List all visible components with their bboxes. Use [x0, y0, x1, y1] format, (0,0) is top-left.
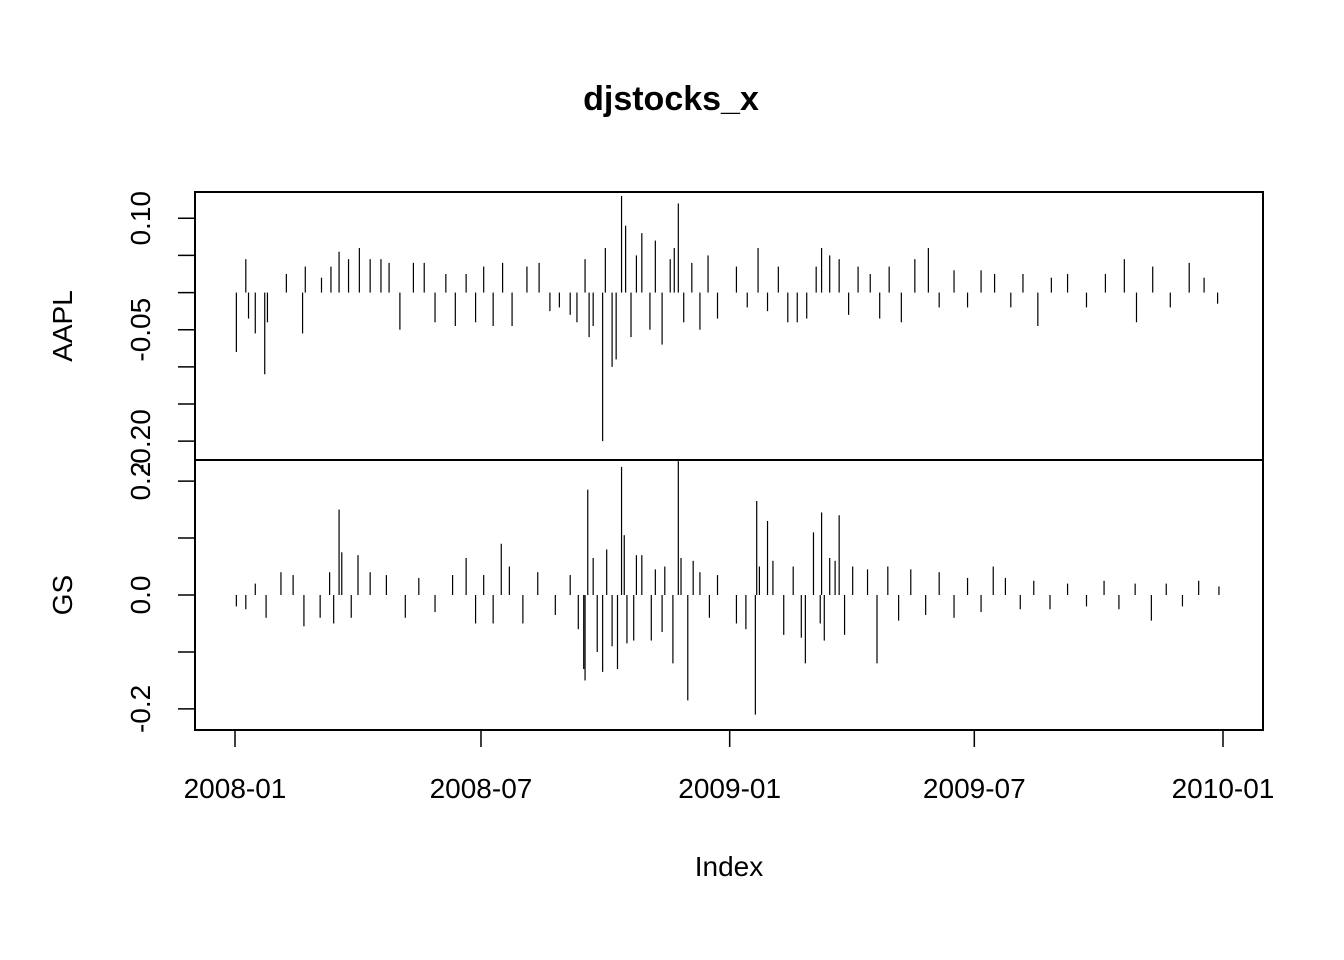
y-tick-label: 0.10 — [125, 191, 156, 246]
y-axis-label-gs: GS — [47, 575, 78, 615]
x-tick-label: 2008-07 — [430, 773, 533, 804]
y-tick-label: -0.05 — [125, 298, 156, 362]
x-tick-label: 2009-07 — [923, 773, 1026, 804]
y-tick-label: -0.2 — [125, 685, 156, 733]
series-aapl — [235, 196, 1219, 442]
y-axis-gs: 0.2 0.0 -0.2 — [125, 462, 195, 733]
chart-title: djstocks_x — [583, 80, 759, 118]
y-axis-aapl: 0.10 -0.05 -0.20 — [125, 191, 195, 473]
x-axis-label: Index — [695, 851, 764, 882]
y-tick-label: 0.2 — [125, 462, 156, 501]
x-axis: 2008-01 2008-07 2009-01 2009-07 2010-01 — [184, 730, 1275, 804]
y-tick-label: 0.0 — [125, 576, 156, 615]
y-tick-label: -0.20 — [125, 409, 156, 473]
panel-frame-aapl — [194, 191, 1264, 461]
x-tick-label: 2010-01 — [1172, 773, 1275, 804]
x-tick-label: 2009-01 — [678, 773, 781, 804]
series-gs — [235, 461, 1220, 715]
y-axis-label-aapl: AAPL — [47, 290, 78, 362]
x-tick-label: 2008-01 — [184, 773, 287, 804]
panel-frame-gs — [194, 459, 1264, 731]
